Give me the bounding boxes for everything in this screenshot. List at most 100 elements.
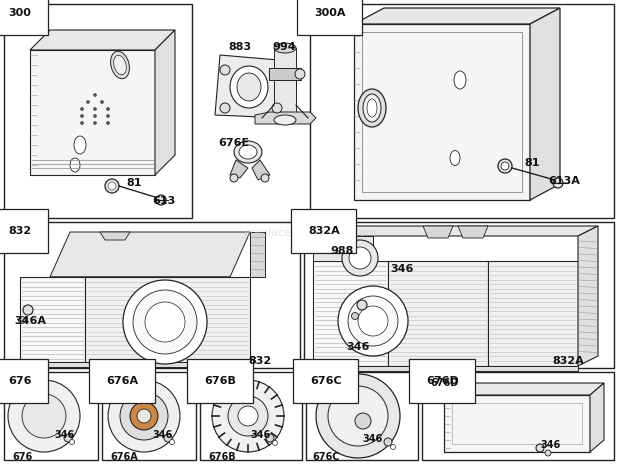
Text: 346: 346 (362, 434, 383, 444)
Polygon shape (155, 30, 175, 175)
Polygon shape (30, 30, 175, 50)
Circle shape (108, 182, 116, 190)
Circle shape (295, 69, 305, 79)
Text: 676B: 676B (204, 376, 236, 386)
Text: 676C: 676C (312, 452, 340, 462)
Circle shape (100, 101, 104, 103)
Circle shape (357, 300, 367, 310)
Ellipse shape (110, 51, 130, 79)
Text: 676C: 676C (310, 376, 342, 386)
Text: 81: 81 (126, 178, 141, 188)
Circle shape (156, 195, 166, 205)
Text: 346: 346 (152, 430, 172, 440)
Circle shape (261, 174, 269, 182)
Ellipse shape (234, 141, 262, 163)
Text: 832: 832 (248, 356, 271, 366)
Circle shape (501, 162, 509, 170)
Circle shape (220, 103, 230, 113)
Ellipse shape (367, 99, 377, 117)
Polygon shape (20, 277, 85, 362)
Circle shape (81, 122, 84, 124)
Ellipse shape (450, 151, 460, 165)
Bar (102, 372, 196, 460)
Polygon shape (100, 232, 130, 240)
Polygon shape (50, 277, 230, 287)
Bar (4, 222, 300, 368)
Circle shape (94, 108, 97, 110)
Polygon shape (354, 8, 560, 24)
Ellipse shape (113, 55, 126, 75)
Circle shape (87, 101, 89, 103)
Polygon shape (388, 261, 488, 366)
Circle shape (328, 386, 388, 446)
Circle shape (355, 413, 371, 429)
Polygon shape (85, 277, 250, 362)
Polygon shape (313, 226, 598, 236)
Bar (304, 222, 614, 368)
Polygon shape (444, 395, 590, 452)
Circle shape (81, 115, 84, 117)
Text: 676E: 676E (218, 138, 249, 148)
Text: 832A: 832A (308, 226, 340, 236)
Circle shape (123, 280, 207, 364)
Polygon shape (252, 160, 270, 180)
Ellipse shape (74, 136, 86, 154)
Circle shape (130, 402, 158, 430)
Circle shape (69, 439, 74, 445)
Text: 613A: 613A (548, 176, 580, 186)
Circle shape (342, 240, 378, 276)
Text: 300: 300 (8, 8, 31, 18)
Polygon shape (30, 50, 155, 175)
Polygon shape (354, 24, 530, 200)
Text: ereplacementparts.com: ereplacementparts.com (243, 228, 377, 238)
Circle shape (22, 394, 66, 438)
Polygon shape (423, 226, 453, 238)
Polygon shape (313, 366, 578, 371)
Text: 346: 346 (346, 342, 370, 352)
Polygon shape (215, 55, 284, 118)
Circle shape (120, 392, 168, 440)
Circle shape (545, 450, 551, 456)
Circle shape (349, 247, 371, 269)
Circle shape (220, 65, 230, 75)
Text: 994: 994 (272, 42, 296, 52)
Bar (306, 372, 418, 460)
Circle shape (352, 313, 358, 320)
Polygon shape (50, 232, 250, 277)
Text: 346: 346 (390, 264, 414, 274)
Circle shape (169, 439, 174, 445)
Ellipse shape (239, 145, 257, 159)
Circle shape (94, 94, 97, 96)
Text: 832A: 832A (552, 356, 584, 366)
Text: 346: 346 (250, 430, 270, 440)
Text: 613: 613 (152, 196, 175, 206)
Circle shape (212, 380, 284, 452)
Circle shape (105, 179, 119, 193)
Text: 346A: 346A (14, 316, 46, 326)
Circle shape (266, 434, 274, 442)
Text: 676D: 676D (430, 378, 458, 388)
Text: 676A: 676A (110, 452, 138, 462)
Bar (4, 4, 192, 218)
Text: 81: 81 (524, 158, 539, 168)
Text: 676A: 676A (106, 376, 138, 386)
Ellipse shape (274, 43, 296, 53)
Text: 300A: 300A (314, 8, 345, 18)
Circle shape (23, 305, 33, 315)
Circle shape (238, 406, 258, 426)
Polygon shape (20, 362, 250, 367)
Circle shape (94, 115, 97, 117)
Circle shape (391, 445, 396, 450)
Polygon shape (530, 8, 560, 200)
Ellipse shape (358, 89, 386, 127)
Polygon shape (274, 48, 296, 120)
Polygon shape (250, 232, 265, 277)
Circle shape (348, 296, 398, 346)
Polygon shape (26, 396, 62, 436)
Circle shape (230, 174, 238, 182)
Circle shape (228, 396, 268, 436)
Polygon shape (578, 226, 598, 366)
Bar (4, 372, 98, 460)
Circle shape (536, 444, 544, 452)
Circle shape (384, 438, 392, 446)
